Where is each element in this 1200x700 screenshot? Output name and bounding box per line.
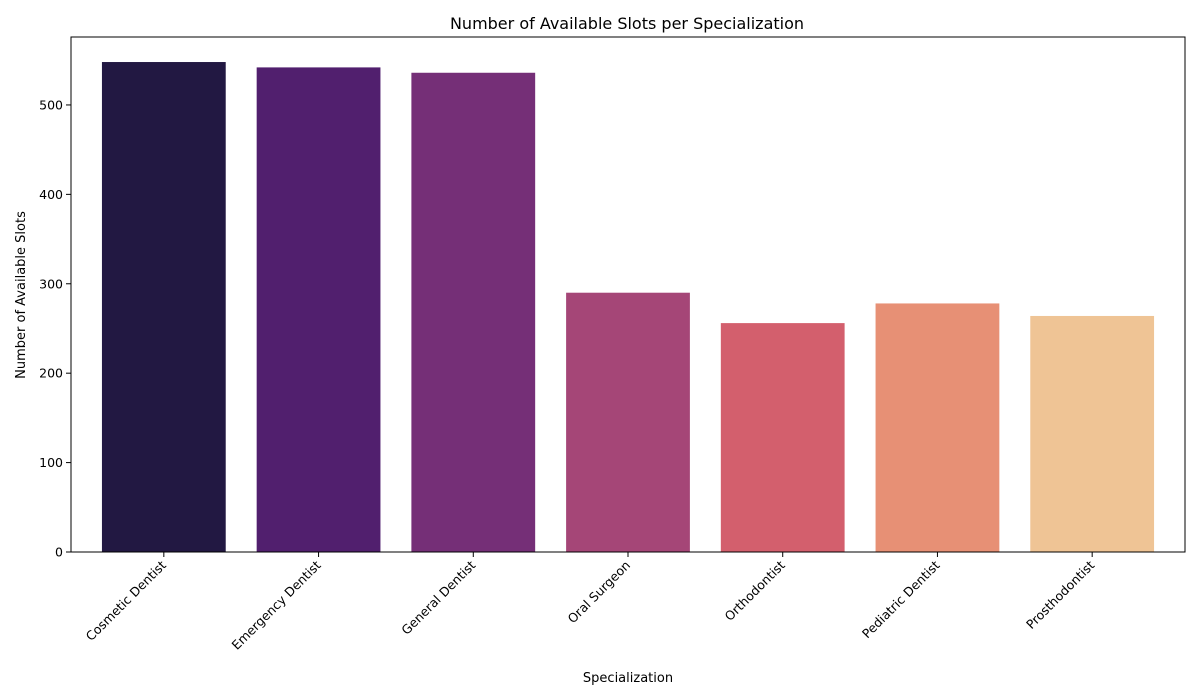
bar-oral-surgeon bbox=[566, 292, 690, 552]
bars-layer bbox=[101, 62, 1155, 553]
x-axis-label: Specialization bbox=[583, 671, 673, 686]
bar-cosmetic-dentist bbox=[101, 62, 226, 552]
bar-general-dentist bbox=[411, 72, 536, 552]
y-axis-label: Number of Available Slots bbox=[14, 211, 29, 379]
y-tick-label: 400 bbox=[39, 187, 63, 202]
chart-title: Number of Available Slots per Specializa… bbox=[450, 14, 804, 33]
bar-orthodontist bbox=[720, 323, 845, 552]
bar-emergency-dentist bbox=[256, 67, 381, 553]
bar-pediatric-dentist bbox=[875, 303, 1000, 552]
y-tick-label: 500 bbox=[39, 97, 63, 112]
y-tick-label: 100 bbox=[39, 455, 63, 470]
y-axis: 0 100 200 300 400 500 bbox=[39, 97, 71, 560]
y-tick-label: 300 bbox=[39, 276, 63, 291]
y-tick-label: 0 bbox=[55, 545, 63, 560]
y-tick-label: 200 bbox=[39, 366, 63, 381]
bar-prosthodontist bbox=[1030, 315, 1155, 552]
